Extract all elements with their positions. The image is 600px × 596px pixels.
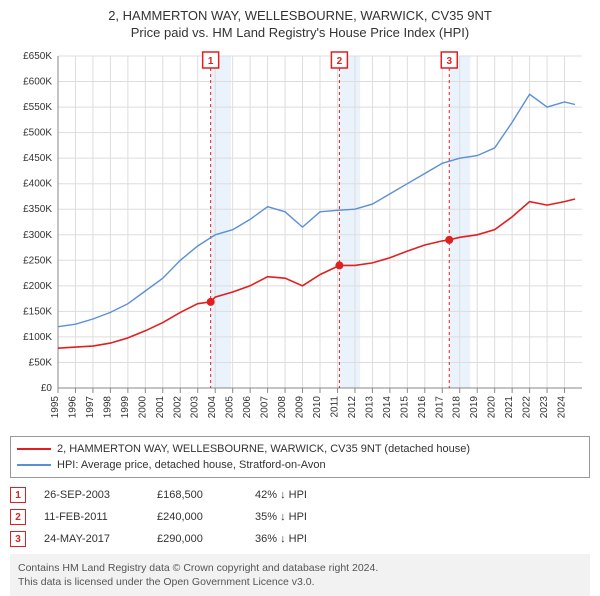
svg-text:2012: 2012 bbox=[347, 396, 358, 419]
svg-text:2013: 2013 bbox=[364, 396, 375, 419]
svg-text:2016: 2016 bbox=[417, 396, 428, 419]
svg-text:£650K: £650K bbox=[23, 51, 52, 62]
event-delta: 36% ↓ HPI bbox=[255, 533, 345, 545]
svg-text:2004: 2004 bbox=[207, 396, 218, 419]
svg-text:2018: 2018 bbox=[452, 396, 463, 419]
svg-text:2006: 2006 bbox=[242, 396, 253, 419]
svg-text:2024: 2024 bbox=[557, 396, 568, 419]
event-badge: 1 bbox=[10, 487, 26, 503]
event-price: £168,500 bbox=[157, 489, 237, 501]
svg-text:2014: 2014 bbox=[382, 396, 393, 419]
svg-text:1995: 1995 bbox=[50, 396, 61, 419]
title-block: 2, HAMMERTON WAY, WELLESBOURNE, WARWICK,… bbox=[0, 0, 600, 44]
footer-line1: Contains HM Land Registry data © Crown c… bbox=[18, 561, 582, 575]
svg-text:2005: 2005 bbox=[225, 396, 236, 419]
footer-line2: This data is licensed under the Open Gov… bbox=[18, 575, 582, 589]
svg-text:2017: 2017 bbox=[434, 396, 445, 419]
event-date: 26-SEP-2003 bbox=[44, 489, 139, 501]
event-date: 24-MAY-2017 bbox=[44, 533, 139, 545]
svg-text:£250K: £250K bbox=[23, 255, 52, 266]
svg-text:1999: 1999 bbox=[120, 396, 131, 419]
svg-text:2011: 2011 bbox=[329, 396, 340, 418]
chart-container: 2, HAMMERTON WAY, WELLESBOURNE, WARWICK,… bbox=[0, 0, 600, 590]
svg-text:£400K: £400K bbox=[23, 179, 52, 190]
svg-text:2000: 2000 bbox=[137, 396, 148, 419]
svg-text:£600K: £600K bbox=[23, 77, 52, 88]
event-badge: 2 bbox=[10, 509, 26, 525]
svg-text:2003: 2003 bbox=[190, 396, 201, 419]
event-row: 1 26-SEP-2003 £168,500 42% ↓ HPI bbox=[10, 484, 590, 506]
svg-text:1996: 1996 bbox=[67, 396, 78, 419]
legend-label-hpi: HPI: Average price, detached house, Stra… bbox=[57, 459, 326, 471]
title-address: 2, HAMMERTON WAY, WELLESBOURNE, WARWICK,… bbox=[0, 8, 600, 23]
svg-text:2023: 2023 bbox=[539, 396, 550, 419]
svg-text:2021: 2021 bbox=[504, 396, 515, 419]
title-subtitle: Price paid vs. HM Land Registry's House … bbox=[0, 25, 600, 40]
svg-text:1997: 1997 bbox=[85, 396, 96, 419]
chart-area: £0 £50K £100K £150K £200K £250K £300K £350K £400… bbox=[10, 48, 590, 428]
svg-text:2002: 2002 bbox=[172, 396, 183, 419]
svg-text:2: 2 bbox=[337, 56, 343, 67]
svg-text:2001: 2001 bbox=[155, 396, 166, 419]
svg-text:2010: 2010 bbox=[312, 396, 323, 419]
svg-text:2019: 2019 bbox=[469, 396, 480, 419]
svg-text:£350K: £350K bbox=[23, 204, 52, 215]
svg-text:£50K: £50K bbox=[29, 357, 53, 368]
legend-label-property: 2, HAMMERTON WAY, WELLESBOURNE, WARWICK,… bbox=[57, 443, 470, 455]
chart-svg: £0 £50K £100K £150K £200K £250K £300K £350K £400… bbox=[10, 48, 590, 428]
svg-text:2015: 2015 bbox=[399, 396, 410, 419]
legend-swatch-hpi bbox=[17, 464, 51, 466]
svg-text:2007: 2007 bbox=[260, 396, 271, 419]
legend-item-property: 2, HAMMERTON WAY, WELLESBOURNE, WARWICK,… bbox=[17, 441, 583, 457]
svg-text:1: 1 bbox=[208, 56, 214, 67]
svg-text:£300K: £300K bbox=[23, 230, 52, 241]
svg-text:2022: 2022 bbox=[522, 396, 533, 419]
svg-text:£150K: £150K bbox=[23, 306, 52, 317]
svg-text:£500K: £500K bbox=[23, 128, 52, 139]
svg-text:£100K: £100K bbox=[23, 332, 52, 343]
event-row: 2 11-FEB-2011 £240,000 35% ↓ HPI bbox=[10, 506, 590, 528]
event-delta: 35% ↓ HPI bbox=[255, 511, 345, 523]
event-price: £290,000 bbox=[157, 533, 237, 545]
svg-text:2009: 2009 bbox=[295, 396, 306, 419]
svg-text:£200K: £200K bbox=[23, 281, 52, 292]
event-price: £240,000 bbox=[157, 511, 237, 523]
events-list: 1 26-SEP-2003 £168,500 42% ↓ HPI 2 11-FE… bbox=[10, 484, 590, 550]
legend-item-hpi: HPI: Average price, detached house, Stra… bbox=[17, 457, 583, 473]
event-date: 11-FEB-2011 bbox=[44, 511, 139, 523]
svg-text:3: 3 bbox=[446, 56, 452, 67]
svg-text:2008: 2008 bbox=[277, 396, 288, 419]
svg-text:1998: 1998 bbox=[102, 396, 113, 419]
svg-text:2020: 2020 bbox=[487, 396, 498, 419]
event-row: 3 24-MAY-2017 £290,000 36% ↓ HPI bbox=[10, 528, 590, 550]
legend: 2, HAMMERTON WAY, WELLESBOURNE, WARWICK,… bbox=[10, 436, 590, 478]
event-delta: 42% ↓ HPI bbox=[255, 489, 345, 501]
svg-text:£550K: £550K bbox=[23, 102, 52, 113]
legend-swatch-property bbox=[17, 448, 51, 450]
event-badge: 3 bbox=[10, 531, 26, 547]
svg-text:£0: £0 bbox=[41, 383, 53, 394]
svg-text:£450K: £450K bbox=[23, 153, 52, 164]
